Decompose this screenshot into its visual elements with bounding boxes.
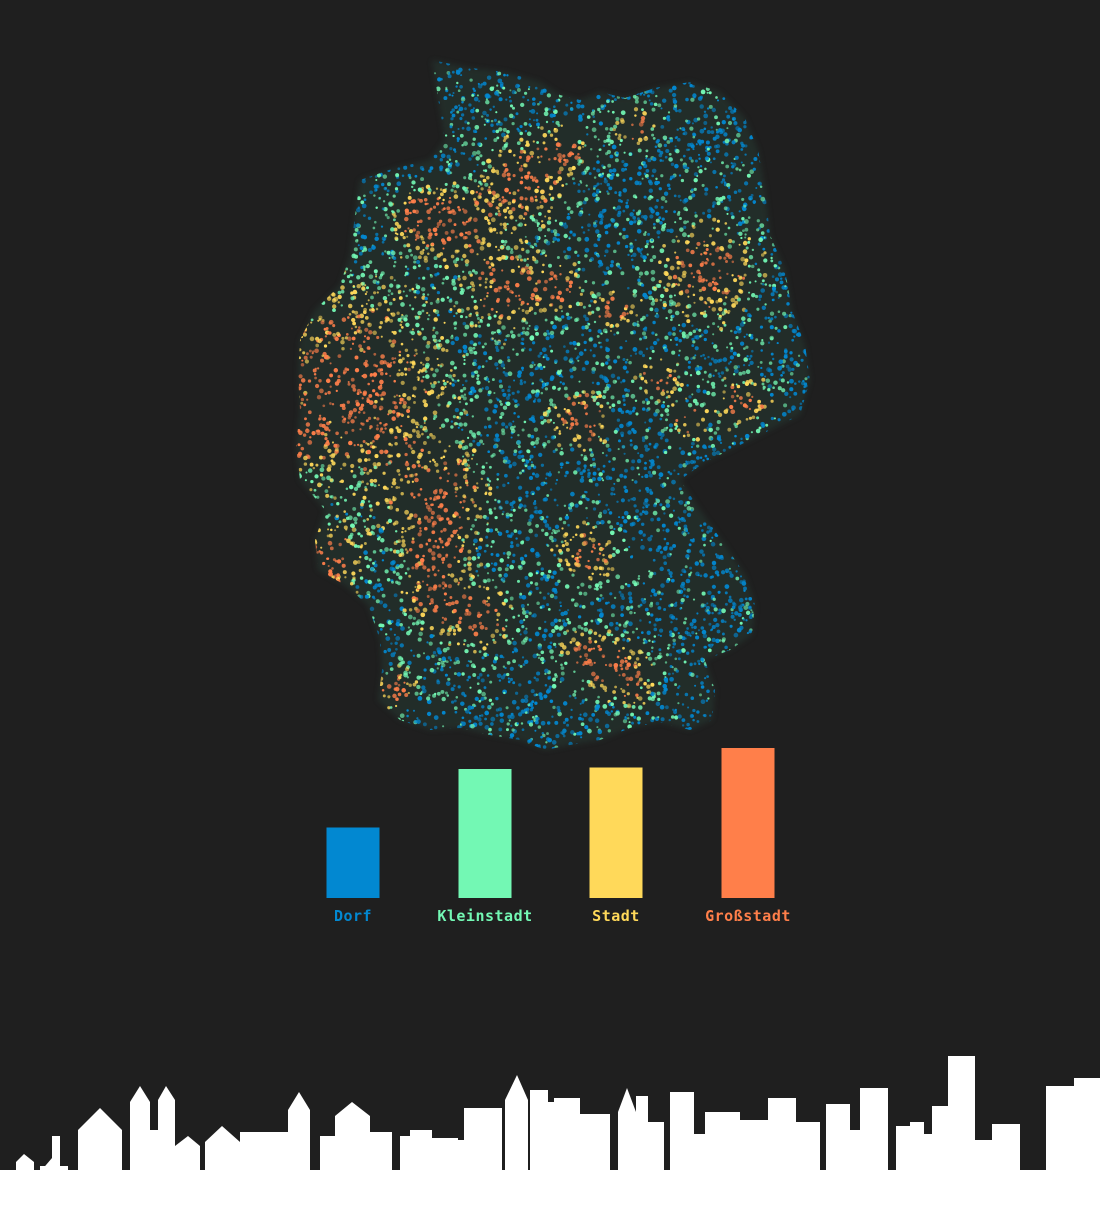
- bar-dorf: [326, 827, 380, 898]
- bar-kleinstadt: [458, 769, 512, 898]
- germany-dot-map-svg: [296, 60, 810, 750]
- bar-stadt: [589, 767, 643, 898]
- bar-großstadt: [721, 748, 775, 898]
- bar-group: [326, 748, 775, 898]
- city-skyline-icon: [0, 1056, 1100, 1209]
- bar-label-dorf: Dorf: [334, 907, 372, 925]
- germany-map: [296, 60, 810, 750]
- bar-label-großstadt: Großstadt: [705, 907, 791, 925]
- bar-label-stadt: Stadt: [592, 907, 640, 925]
- bar-chart: Dorf Kleinstadt Stadt Großstadt: [326, 748, 791, 925]
- bar-label-kleinstadt: Kleinstadt: [437, 907, 532, 925]
- bar-label-group: Dorf Kleinstadt Stadt Großstadt: [334, 907, 791, 925]
